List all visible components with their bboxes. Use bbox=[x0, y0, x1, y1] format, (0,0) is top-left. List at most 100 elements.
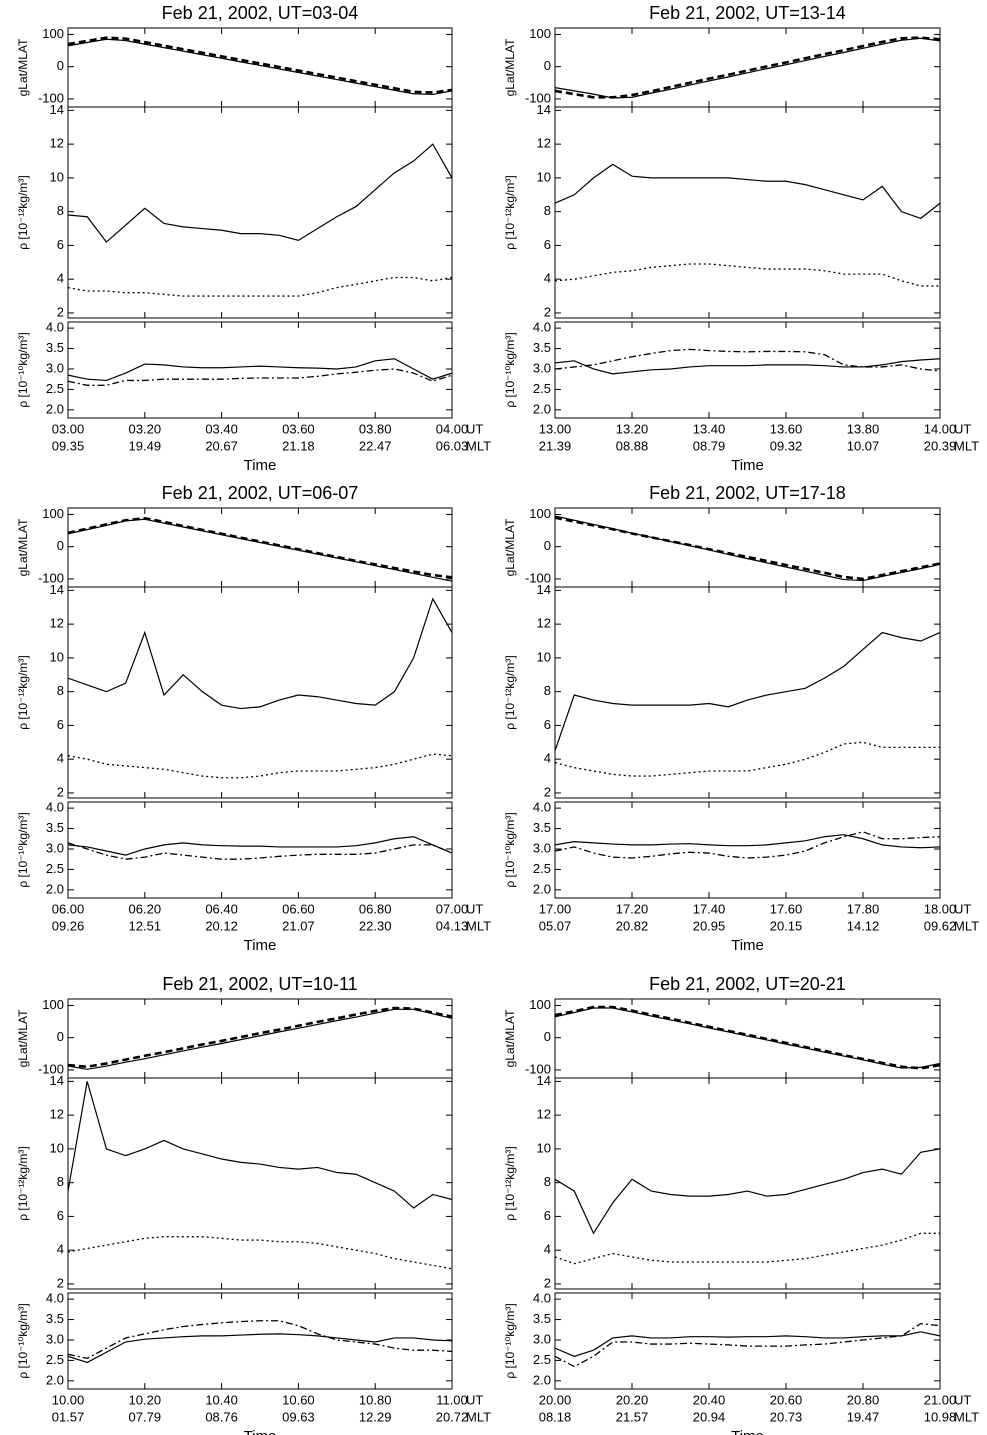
y-tick-label: 10 bbox=[50, 1140, 64, 1155]
mlt-tick-label: 20.67 bbox=[205, 438, 238, 453]
y-tick-label: -100 bbox=[525, 570, 551, 585]
data-line bbox=[555, 1007, 940, 1069]
mlt-tick-label: 20.72 bbox=[436, 1409, 469, 1424]
chart-title: Feb 21, 2002, UT=13-14 bbox=[649, 3, 846, 23]
chart-title: Feb 21, 2002, UT=10-11 bbox=[162, 974, 357, 994]
mlt-tick-label: 07.79 bbox=[129, 1409, 162, 1424]
y-tick-label: 8 bbox=[57, 203, 64, 218]
x-tick-label: 10.40 bbox=[205, 1392, 238, 1407]
data-line bbox=[68, 358, 452, 382]
x-tick-label: 06.40 bbox=[205, 901, 238, 916]
y-tick-label: 3.5 bbox=[533, 340, 551, 355]
mlt-tick-label: 21.57 bbox=[616, 1409, 649, 1424]
y-axis-label: ρ [10⁻¹⁰kg/m³] bbox=[503, 332, 517, 407]
y-tick-label: 100 bbox=[42, 997, 64, 1012]
data-line bbox=[68, 518, 452, 582]
y-tick-label: 100 bbox=[42, 506, 64, 521]
y-axis-label: ρ [10⁻¹⁰kg/m³] bbox=[16, 332, 30, 407]
mlt-tick-label: 06.03 bbox=[436, 438, 469, 453]
x-unit-label: UT bbox=[954, 901, 971, 916]
y-tick-label: 10 bbox=[537, 649, 551, 664]
y-tick-label: 0 bbox=[57, 1029, 64, 1044]
y-tick-label: -100 bbox=[38, 570, 64, 585]
data-line bbox=[555, 263, 940, 287]
y-tick-label: 4 bbox=[57, 751, 64, 766]
mlt-tick-label: 20.95 bbox=[693, 918, 726, 933]
x-tick-label: 11.00 bbox=[436, 1392, 468, 1407]
plot-frame bbox=[67, 586, 453, 799]
plot-frame bbox=[67, 1292, 453, 1390]
y-axis-label: ρ [10⁻¹²kg/m³] bbox=[503, 1146, 517, 1221]
y-tick-label: 6 bbox=[544, 717, 551, 732]
x-tick-label: 04.00 bbox=[436, 421, 469, 436]
y-tick-label: 2.0 bbox=[533, 881, 551, 896]
x-tick-label: 20.00 bbox=[539, 1392, 572, 1407]
x-tick-label: 03.20 bbox=[129, 421, 162, 436]
y-tick-label: 100 bbox=[529, 997, 551, 1012]
y-tick-label: 12 bbox=[50, 136, 64, 151]
x-tick-label: 20.20 bbox=[616, 1392, 649, 1407]
data-line bbox=[555, 741, 940, 777]
plot-frame bbox=[554, 801, 941, 899]
data-line bbox=[68, 276, 452, 297]
x-tick-label: 06.00 bbox=[52, 901, 85, 916]
y-tick-label: 4 bbox=[544, 751, 551, 766]
plot-frame bbox=[554, 586, 941, 799]
mlt-tick-label: 19.47 bbox=[847, 1409, 880, 1424]
mlt-unit-label: MLT bbox=[954, 438, 979, 453]
y-tick-label: 4 bbox=[57, 271, 64, 286]
mlt-tick-label: 08.18 bbox=[539, 1409, 572, 1424]
data-line bbox=[68, 368, 452, 386]
data-line bbox=[68, 38, 452, 96]
y-tick-label: 0 bbox=[57, 538, 64, 553]
x-axis-label: Time bbox=[731, 937, 764, 954]
x-tick-label: 18.00 bbox=[924, 901, 957, 916]
y-tick-label: 2 bbox=[544, 304, 551, 319]
y-tick-label: 3.5 bbox=[533, 820, 551, 835]
data-line bbox=[68, 1006, 452, 1069]
x-tick-label: 10.80 bbox=[359, 1392, 392, 1407]
data-line bbox=[68, 143, 452, 243]
y-tick-label: 2.0 bbox=[46, 881, 64, 896]
plot-frame bbox=[554, 106, 941, 319]
plot-frame bbox=[554, 321, 941, 419]
x-unit-label: UT bbox=[954, 1392, 971, 1407]
y-tick-label: 3.5 bbox=[46, 1311, 64, 1326]
y-axis-label: ρ [10⁻¹⁰kg/m³] bbox=[503, 1303, 517, 1378]
x-tick-label: 10.20 bbox=[129, 1392, 162, 1407]
data-line bbox=[68, 1081, 452, 1209]
y-tick-label: 3.0 bbox=[533, 1331, 551, 1346]
y-tick-label: 100 bbox=[42, 26, 64, 41]
y-tick-label: -100 bbox=[38, 90, 64, 105]
y-axis-label: ρ [10⁻¹⁰kg/m³] bbox=[503, 812, 517, 887]
data-line bbox=[555, 348, 940, 372]
mlt-tick-label: 21.39 bbox=[539, 438, 572, 453]
y-tick-label: 6 bbox=[57, 237, 64, 252]
y-axis-label: ρ [10⁻¹⁰kg/m³] bbox=[16, 1303, 30, 1378]
y-tick-label: 2.0 bbox=[46, 401, 64, 416]
x-tick-label: 17.60 bbox=[770, 901, 803, 916]
y-axis-label: gLat/MLAT bbox=[16, 1009, 30, 1067]
mlt-tick-label: 14.12 bbox=[847, 918, 880, 933]
mlt-tick-label: 09.62 bbox=[924, 918, 957, 933]
y-tick-label: 12 bbox=[537, 1107, 551, 1122]
mlt-tick-label: 20.94 bbox=[693, 1409, 726, 1424]
chart-title: Feb 21, 2002, UT=20-21 bbox=[649, 974, 846, 994]
x-tick-label: 07.00 bbox=[436, 901, 469, 916]
y-tick-label: 0 bbox=[544, 538, 551, 553]
mlt-tick-label: 22.47 bbox=[359, 438, 392, 453]
x-tick-label: 20.80 bbox=[847, 1392, 880, 1407]
y-axis-label: gLat/MLAT bbox=[16, 518, 30, 576]
data-line bbox=[68, 836, 452, 856]
y-tick-label: 2.0 bbox=[46, 1372, 64, 1387]
y-tick-label: 4.0 bbox=[533, 1291, 551, 1306]
y-tick-label: 3.0 bbox=[46, 840, 64, 855]
y-tick-label: 2 bbox=[544, 1275, 551, 1290]
chart-title: Feb 21, 2002, UT=17-18 bbox=[649, 483, 846, 503]
y-tick-label: 2.5 bbox=[533, 1352, 551, 1367]
y-axis-label: gLat/MLAT bbox=[16, 38, 30, 96]
y-tick-label: 14 bbox=[537, 1073, 551, 1088]
y-tick-label: 8 bbox=[544, 683, 551, 698]
y-tick-label: 14 bbox=[50, 582, 64, 597]
